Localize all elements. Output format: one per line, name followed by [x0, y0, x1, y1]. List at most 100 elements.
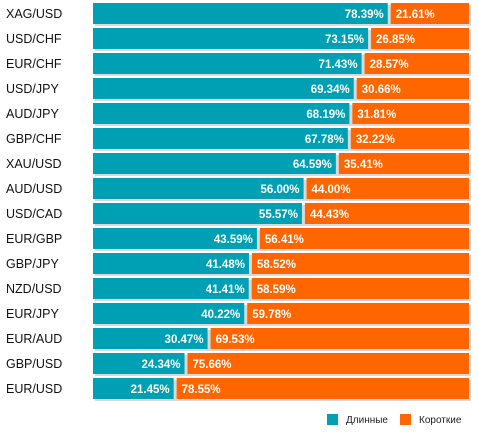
bar-long — [93, 228, 257, 249]
value-label-short: 35.41% — [344, 159, 383, 171]
bar-long — [93, 178, 304, 199]
bar-long — [93, 153, 336, 174]
bar-row: EUR/GBP 43.59% 56.41% — [6, 228, 471, 251]
value-label-long: 67.78% — [305, 134, 344, 146]
category-label: XAU/USD — [6, 157, 62, 171]
category-label: AUD/JPY — [6, 107, 59, 121]
legend-swatch-short — [400, 414, 411, 425]
category-label: GBP/USD — [6, 357, 62, 371]
bar-short — [338, 153, 469, 174]
bar-long — [93, 328, 208, 349]
value-label-long: 40.22% — [201, 309, 240, 321]
value-label-long: 41.41% — [206, 284, 245, 296]
value-label-short: 78.55% — [182, 384, 221, 396]
bar-short — [259, 228, 469, 249]
legend-swatch-long — [327, 414, 338, 425]
bar-short — [304, 203, 469, 224]
value-label-short: 21.61% — [396, 9, 435, 21]
value-label-long: 41.48% — [206, 259, 245, 271]
value-label-short: 75.66% — [193, 359, 232, 371]
bar-long — [93, 78, 354, 99]
value-label-short: 30.66% — [362, 84, 401, 96]
value-label-short: 44.43% — [310, 209, 349, 221]
bar-row: USD/CAD 55.57% 44.43% — [6, 203, 471, 226]
bar-long — [93, 353, 185, 374]
bar-short — [350, 128, 469, 149]
category-label: EUR/GBP — [6, 232, 62, 246]
value-label-short: 69.53% — [216, 334, 255, 346]
bar-short — [176, 378, 470, 399]
value-label-short: 26.85% — [376, 34, 415, 46]
value-label-long: 56.00% — [261, 184, 300, 196]
bar-short — [210, 328, 469, 349]
value-label-long: 69.34% — [311, 84, 350, 96]
bar-row: EUR/CHF 71.43% 28.57% — [6, 53, 471, 76]
category-label: GBP/CHF — [6, 132, 62, 146]
bar-row: GBP/JPY 41.48% 58.52% — [6, 253, 471, 276]
value-label-long: 21.45% — [131, 384, 170, 396]
bar-row: GBP/USD 24.34% 75.66% — [6, 353, 471, 376]
value-label-short: 56.41% — [265, 234, 304, 246]
value-label-short: 31.81% — [357, 109, 396, 121]
bar-row: EUR/JPY 40.22% 59.78% — [6, 303, 471, 326]
bar-row: AUD/USD 56.00% 44.00% — [6, 178, 471, 201]
bar-long — [93, 303, 245, 324]
chart-rows: XAG/USD 78.39% 21.61% USD/CHF 73.15% 26.85% EU… — [6, 3, 471, 401]
chart-legend: Длинные Короткие — [327, 414, 462, 426]
value-label-short: 58.59% — [257, 284, 296, 296]
bar-long — [93, 128, 348, 149]
bar-row: XAG/USD 78.39% 21.61% — [6, 3, 471, 26]
value-label-long: 73.15% — [325, 34, 364, 46]
value-label-long: 78.39% — [345, 9, 384, 21]
category-label: NZD/USD — [6, 282, 62, 296]
bar-row: NZD/USD 41.41% 58.59% — [6, 278, 471, 301]
bar-short — [251, 278, 469, 299]
bar-long — [93, 53, 362, 74]
bar-short — [356, 78, 469, 99]
bar-long — [93, 103, 350, 124]
value-label-long: 30.47% — [165, 334, 204, 346]
bar-long — [93, 378, 174, 399]
bar-row: EUR/USD 21.45% 78.55% — [6, 378, 471, 401]
bar-row: USD/CHF 73.15% 26.85% — [6, 28, 471, 51]
bar-row: XAU/USD 64.59% 35.41% — [6, 153, 471, 176]
value-label-long: 43.59% — [214, 234, 253, 246]
category-label: EUR/CHF — [6, 57, 62, 71]
bar-short — [390, 3, 469, 24]
category-label: EUR/AUD — [6, 332, 62, 346]
bar-long — [93, 203, 302, 224]
value-label-long: 55.57% — [259, 209, 298, 221]
bar-long — [93, 3, 388, 24]
category-label: AUD/USD — [6, 182, 62, 196]
category-label: EUR/JPY — [6, 307, 59, 321]
bar-short — [352, 103, 469, 124]
bar-row: GBP/CHF 67.78% 32.22% — [6, 128, 471, 151]
bar-long — [93, 253, 249, 274]
category-label: USD/JPY — [6, 82, 59, 96]
category-label: XAG/USD — [6, 7, 62, 21]
value-label-short: 32.22% — [356, 134, 395, 146]
value-label-long: 64.59% — [293, 159, 332, 171]
category-label: EUR/USD — [6, 382, 62, 396]
value-label-long: 24.34% — [142, 359, 181, 371]
bar-row: USD/JPY 69.34% 30.66% — [6, 78, 471, 101]
bar-short — [306, 178, 469, 199]
bar-long — [93, 278, 249, 299]
value-label-short: 59.78% — [252, 309, 291, 321]
value-label-long: 71.43% — [319, 59, 358, 71]
value-label-short: 58.52% — [257, 259, 296, 271]
bar-row: AUD/JPY 68.19% 31.81% — [6, 103, 471, 126]
category-label: USD/CHF — [6, 32, 62, 46]
bar-long — [93, 28, 369, 49]
bar-short — [247, 303, 469, 324]
legend-label-short: Короткие — [419, 415, 462, 426]
bar-short — [371, 28, 469, 49]
value-label-long: 68.19% — [306, 109, 345, 121]
legend-label-long: Длинные — [346, 415, 388, 426]
value-label-short: 28.57% — [370, 59, 409, 71]
value-label-short: 44.00% — [312, 184, 351, 196]
bar-row: EUR/AUD 30.47% 69.53% — [6, 328, 471, 351]
category-label: USD/CAD — [6, 207, 62, 221]
bar-short — [364, 53, 469, 74]
